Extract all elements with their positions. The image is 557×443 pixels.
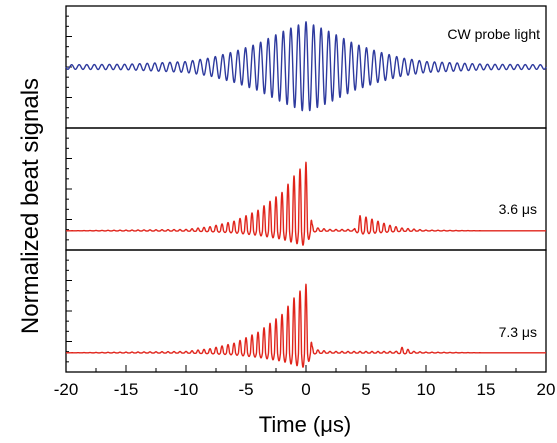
x-tick-label: 20 [537,380,556,399]
x-axis: -20 -15 -10 -5 0 5 10 15 20 [54,365,556,399]
x-tick-label: 5 [361,380,370,399]
x-tick-label: -15 [114,380,139,399]
panel-frame [65,249,547,373]
x-axis-label: Time (μs) [259,412,352,437]
panel-1: CW probe light [65,5,547,129]
x-tick-label: -20 [54,380,79,399]
y-axis-label: Normalized beat signals [17,78,44,334]
panels-layer: CW probe light 3.6 μs 7.3 μs [65,5,547,373]
panel-label-2: 3.6 μs [499,201,537,217]
panel-2: 3.6 μs [65,127,547,251]
x-tick-label: 15 [477,380,496,399]
x-tick-label: -5 [238,380,253,399]
x-tick-label: 0 [301,380,310,399]
panel-label-3: 7.3 μs [499,324,537,340]
x-tick-label: 10 [417,380,436,399]
series-line-3 [65,283,547,368]
series-line-1 [65,21,547,112]
panel-label-1: CW probe light [447,26,540,42]
panel-3: 7.3 μs [65,249,547,373]
series-line-2 [65,161,547,246]
x-tick-label: -10 [174,380,199,399]
panel-frame [65,127,547,251]
